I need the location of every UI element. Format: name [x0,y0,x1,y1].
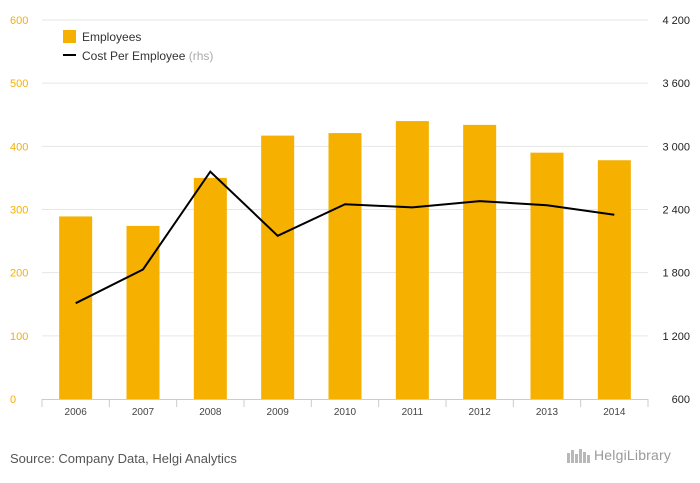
right-tick-label: 3 000 [662,141,690,153]
right-tick-label: 2 400 [662,205,690,217]
left-tick-label: 500 [10,78,28,90]
logo-text: HelgiLibrary [594,447,672,463]
combo-chart: 2006 2007 2008 2009 2010 2011 2012 2013 2014 0 10… [10,15,690,418]
left-tick-label: 0 [10,394,16,406]
right-tick-label: 1 200 [662,331,690,343]
right-y-axis: 600 1 200 1 800 2 400 3 000 3 600 4 200 [662,15,690,406]
bar-employees [328,133,362,399]
cost-per-employee-line [75,170,615,305]
bar-employees [59,216,93,399]
x-tick-label: 2011 [402,407,424,418]
x-tick-label: 2012 [469,407,492,418]
bar-employees [597,160,631,399]
left-tick-label: 300 [10,205,28,217]
left-tick-label: 600 [10,15,28,27]
helgi-library-logo: HelgiLibrary [566,447,671,463]
x-tick-label: 2014 [603,407,626,418]
bar-employees [463,124,497,400]
employees-bars [59,121,631,400]
bar-employees [193,177,227,399]
x-tick-label: 2010 [334,407,357,418]
source-note: Source: Company Data, Helgi Analytics [10,451,237,466]
legend: Employees Cost Per Employee (rhs) [63,30,213,63]
legend-label-employees: Employees [82,30,141,44]
left-tick-label: 400 [10,141,28,153]
legend-label-cost-per-employee: Cost Per Employee (rhs) [82,49,213,63]
right-tick-label: 3 600 [662,78,690,90]
x-axis: 2006 2007 2008 2009 2010 2011 2012 2013 2014 [41,399,649,418]
left-tick-label: 100 [10,331,28,343]
x-tick-label: 2008 [199,407,222,418]
bar-employees [530,152,564,399]
right-tick-label: 1 800 [662,268,690,280]
bar-employees [261,135,295,399]
x-tick-label: 2006 [65,407,88,418]
left-y-axis: 0 100 200 300 400 500 600 [10,15,28,406]
x-tick-label: 2009 [267,407,290,418]
right-tick-label: 4 200 [662,15,690,27]
legend-swatch-employees [63,30,76,43]
bar-employees [395,121,429,400]
x-tick-label: 2007 [132,407,155,418]
library-books-icon [567,449,590,463]
right-tick-label: 600 [672,394,690,406]
x-tick-label: 2013 [536,407,559,418]
left-tick-label: 200 [10,268,28,280]
